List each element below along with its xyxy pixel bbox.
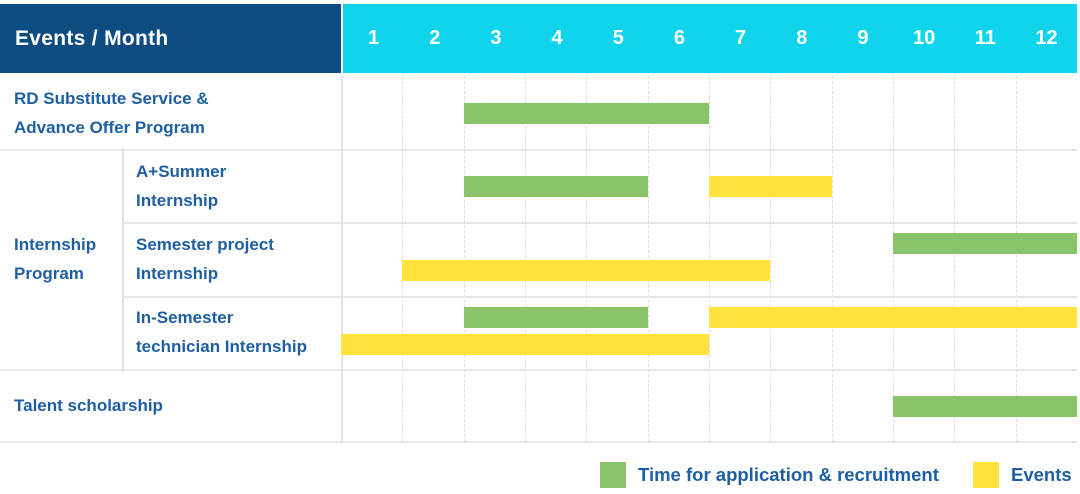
- legend-label: Time for application & recruitment: [638, 463, 939, 485]
- row-label-line: RD Substitute Service &: [14, 88, 209, 108]
- bar-application-recruitment: [463, 176, 648, 198]
- month-header-6: 6: [673, 27, 685, 49]
- month-header-9: 9: [857, 27, 869, 49]
- bar-application-recruitment: [463, 306, 648, 328]
- legend-item-events: Events: [973, 461, 1072, 488]
- month-gridline: [586, 76, 588, 442]
- bar-application-recruitment: [463, 103, 709, 124]
- row-divider: [0, 149, 1077, 152]
- bar-events: [709, 306, 1077, 328]
- month-header-8: 8: [796, 27, 808, 49]
- row-label-line: Semester project: [136, 235, 274, 254]
- month-gridline: [1015, 76, 1017, 442]
- month-header-1: 1: [368, 27, 380, 49]
- row-label: RD Substitute Service & Advance Offer Pro…: [14, 84, 209, 142]
- row-divider: [122, 222, 1077, 225]
- events-month-header-label: Events / Month: [15, 26, 169, 50]
- bar-events: [709, 176, 832, 198]
- row-label: In-Semester technician Internship: [136, 303, 307, 361]
- month-header-11: 11: [974, 27, 996, 49]
- month-header-4: 4: [551, 27, 563, 49]
- row-divider: [122, 295, 1077, 298]
- row-label-line: In-Semester: [136, 308, 234, 328]
- row-label-line: technician Internship: [136, 337, 307, 357]
- bar-application-recruitment: [893, 233, 1077, 255]
- bar-application-recruitment: [893, 395, 1077, 417]
- month-gridline: [647, 76, 649, 442]
- row-label-line: Internship: [136, 190, 219, 210]
- month-gridline: [525, 76, 526, 442]
- row-label-line: A+Summer: [136, 161, 227, 181]
- row-label-line: Talent scholarship: [14, 395, 163, 415]
- green-legend-swatch: [600, 461, 626, 488]
- bar-events: [341, 333, 709, 355]
- row-label-line: Internship: [136, 264, 219, 283]
- month-header-7: 7: [735, 27, 747, 49]
- group-sublabel-divider: [122, 149, 124, 369]
- group-label-line: Internship: [14, 235, 97, 254]
- month-gridline: [831, 76, 833, 442]
- month-header-3: 3: [490, 27, 502, 49]
- month-gridline: [770, 76, 772, 442]
- month-gridline: [954, 76, 956, 442]
- month-header-12: 12: [1035, 27, 1058, 49]
- month-gridline: [709, 76, 710, 442]
- month-gridline: [402, 76, 404, 442]
- row-label-line: Advance Offer Program: [14, 117, 205, 137]
- row-divider: [0, 441, 1077, 443]
- group-label-line: Program: [14, 264, 84, 283]
- events-month-header-cell: Events / Month: [0, 4, 341, 73]
- legend-label: Events: [1011, 463, 1072, 485]
- row-label: Semester project Internship: [136, 230, 274, 288]
- group-label-internship-program: Internship Program: [14, 230, 96, 288]
- legend: Time for application & recruitment Events: [0, 461, 1080, 488]
- yellow-legend-swatch: [973, 461, 999, 488]
- month-header-5: 5: [612, 27, 624, 49]
- month-gridline: [463, 76, 465, 442]
- month-header-10: 10: [913, 27, 936, 49]
- month-header-2: 2: [429, 27, 441, 49]
- month-gridline: [893, 76, 894, 442]
- label-chart-divider: [341, 76, 343, 442]
- legend-item-application: Time for application & recruitment: [600, 461, 939, 488]
- row-label: Talent scholarship: [14, 391, 163, 420]
- month-header-row: 1 2 3 4 5 6 7 8 9 10 11 12: [343, 4, 1077, 73]
- row-divider: [0, 368, 1077, 371]
- bar-events: [402, 260, 771, 282]
- row-label: A+Summer Internship: [136, 157, 226, 215]
